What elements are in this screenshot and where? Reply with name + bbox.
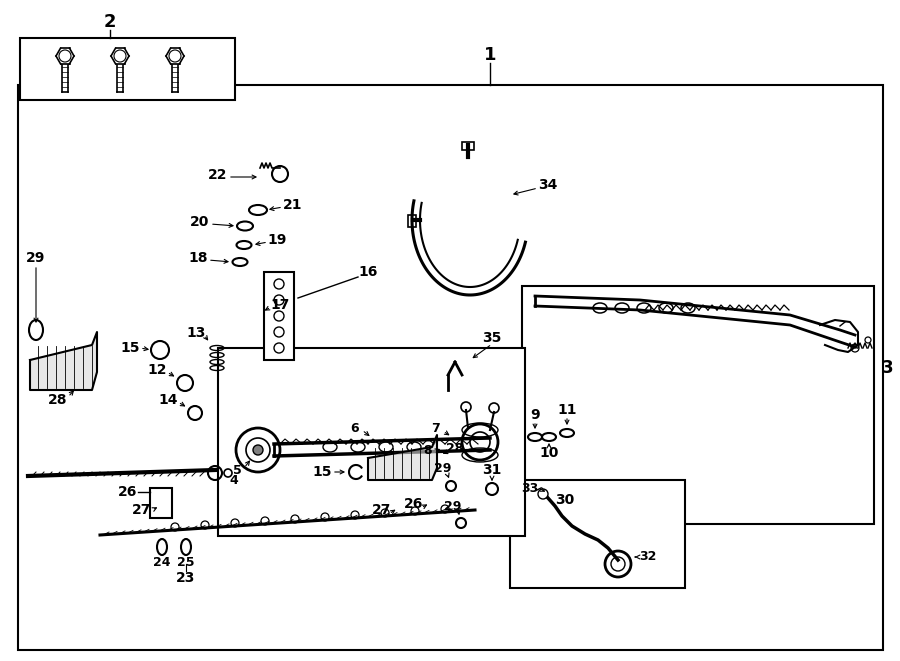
Text: 11: 11 <box>557 403 577 417</box>
Text: 27: 27 <box>373 503 392 517</box>
Bar <box>522 286 874 524</box>
Bar <box>510 480 685 588</box>
Text: 1: 1 <box>484 46 496 64</box>
Text: 32: 32 <box>639 551 657 563</box>
Text: 2: 2 <box>104 13 116 31</box>
Text: 15: 15 <box>121 341 140 355</box>
Bar <box>218 348 525 536</box>
Text: 3: 3 <box>882 359 894 377</box>
Bar <box>264 272 294 360</box>
Text: 19: 19 <box>267 233 287 247</box>
Text: 15: 15 <box>312 465 332 479</box>
Polygon shape <box>368 435 437 480</box>
Bar <box>462 142 474 150</box>
Text: 29: 29 <box>445 500 462 512</box>
Text: 18: 18 <box>188 251 208 265</box>
Bar <box>150 488 172 518</box>
Bar <box>408 215 416 227</box>
Text: 30: 30 <box>555 493 574 507</box>
Text: 26: 26 <box>118 485 138 499</box>
Circle shape <box>253 445 263 455</box>
Text: 13: 13 <box>186 326 206 340</box>
Text: 29: 29 <box>435 461 452 475</box>
Text: 28: 28 <box>446 442 464 455</box>
Text: 7: 7 <box>430 422 439 434</box>
Polygon shape <box>30 332 97 390</box>
Text: 16: 16 <box>358 265 378 279</box>
Text: 4: 4 <box>230 473 238 486</box>
Text: 34: 34 <box>538 178 558 192</box>
Text: 35: 35 <box>482 331 501 345</box>
Text: 5: 5 <box>232 463 241 477</box>
Text: 31: 31 <box>482 463 501 477</box>
Text: 25: 25 <box>177 555 194 568</box>
Text: 22: 22 <box>208 168 228 182</box>
Text: 12: 12 <box>148 363 166 377</box>
Text: 29: 29 <box>26 251 46 265</box>
Text: 20: 20 <box>190 215 210 229</box>
Text: 6: 6 <box>351 422 359 434</box>
Text: 10: 10 <box>539 446 559 460</box>
Text: 8: 8 <box>424 444 432 457</box>
Text: 24: 24 <box>153 555 171 568</box>
Text: 27: 27 <box>132 503 152 517</box>
Text: 33: 33 <box>521 481 538 494</box>
Text: 26: 26 <box>404 497 424 511</box>
Text: 23: 23 <box>176 571 195 585</box>
Bar <box>20 38 235 100</box>
Text: 28: 28 <box>49 393 68 407</box>
Text: 17: 17 <box>270 298 290 312</box>
Text: 9: 9 <box>530 408 540 422</box>
Text: 14: 14 <box>158 393 178 407</box>
Bar <box>18 85 883 650</box>
Text: 21: 21 <box>284 198 302 212</box>
